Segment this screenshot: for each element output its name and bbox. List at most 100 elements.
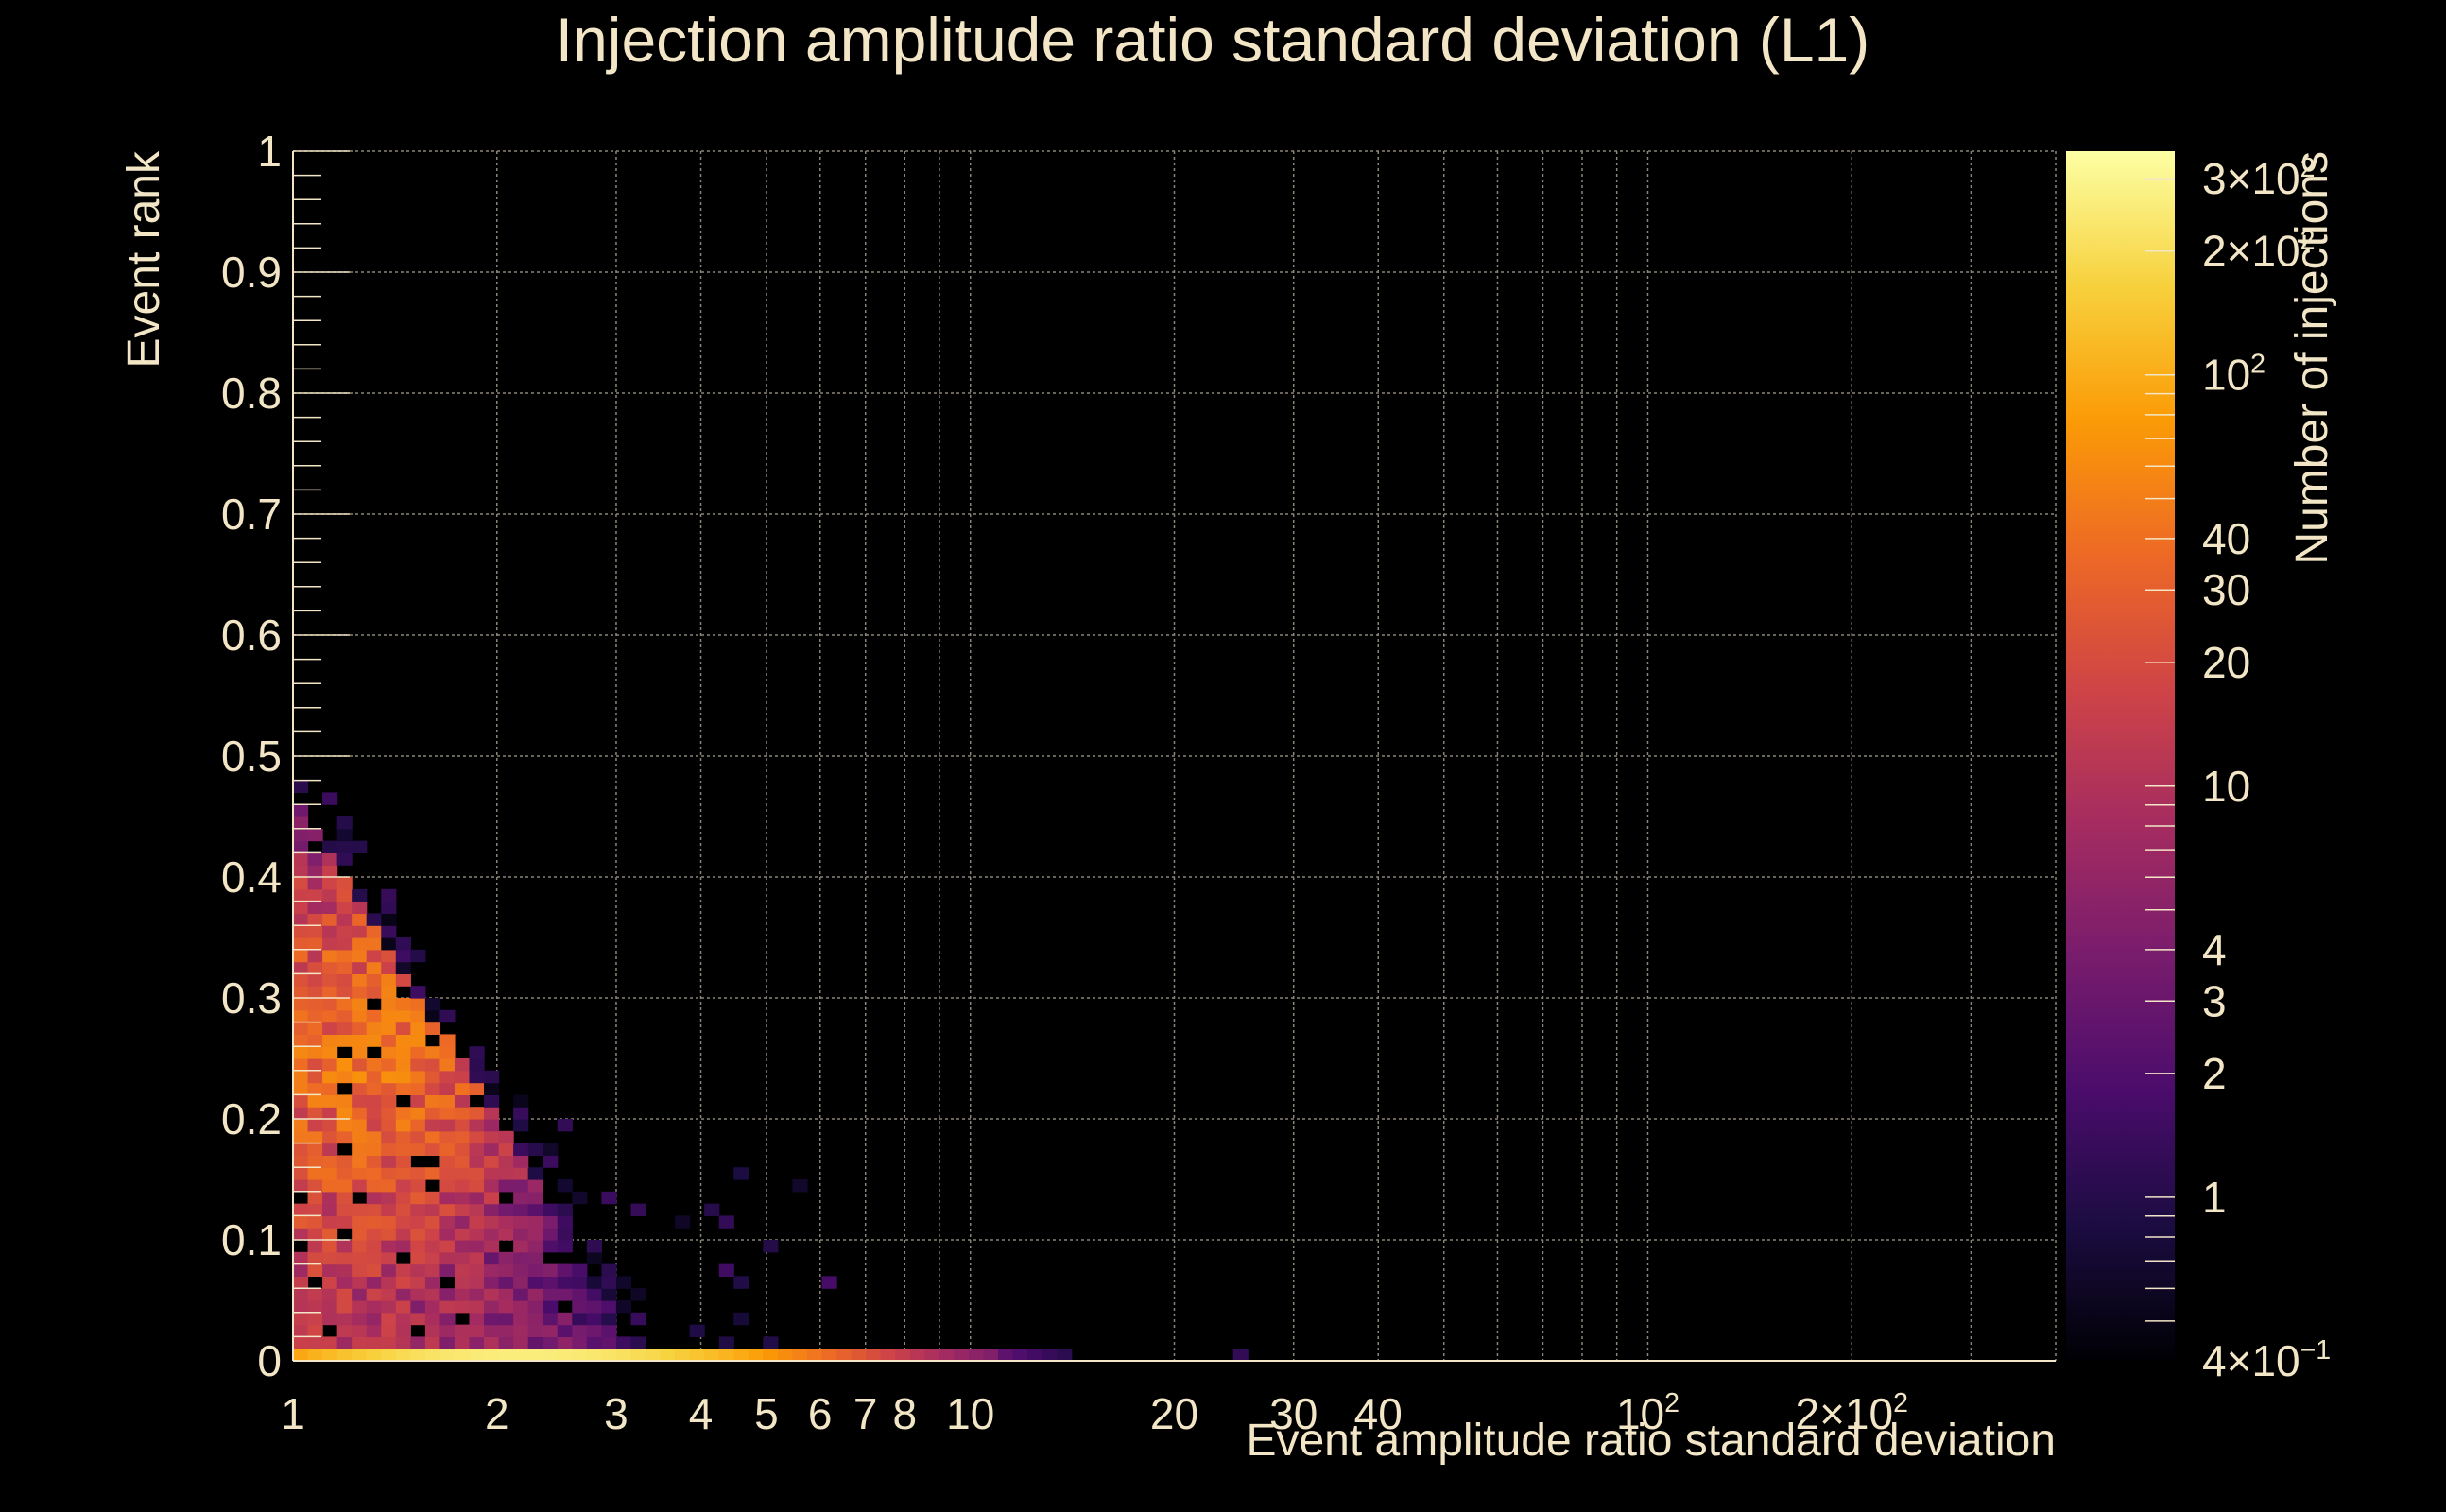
heatmap-cell xyxy=(322,1300,338,1314)
colorbar-tick-label: 3×102 xyxy=(2202,153,2315,203)
heatmap-cell xyxy=(322,877,338,890)
heatmap-cell xyxy=(322,1009,338,1023)
heatmap-cell xyxy=(572,1263,588,1277)
heatmap-cell xyxy=(410,1070,426,1084)
heatmap-cell xyxy=(513,1288,529,1301)
heatmap-cell xyxy=(381,1155,397,1168)
heatmap-cell xyxy=(513,1179,529,1193)
heatmap-cell xyxy=(424,1263,441,1277)
heatmap-cell xyxy=(1042,1349,1058,1362)
heatmap-cell xyxy=(395,1034,411,1047)
heatmap-cell xyxy=(322,1276,338,1289)
heatmap-cell xyxy=(439,1251,456,1265)
heatmap-cell xyxy=(366,1312,382,1326)
x-tick-label: 20 xyxy=(1150,1389,1198,1438)
heatmap-cell xyxy=(336,1155,353,1168)
heatmap-cell xyxy=(336,840,353,853)
heatmap-cell xyxy=(352,1203,368,1216)
heatmap-cell xyxy=(1012,1349,1028,1362)
heatmap-cell xyxy=(527,1300,543,1314)
heatmap-cell xyxy=(439,1094,456,1108)
heatmap-cell xyxy=(586,1300,602,1314)
heatmap-cell xyxy=(307,1240,323,1253)
heatmap-cell xyxy=(352,925,368,938)
heatmap-cell xyxy=(484,1179,500,1193)
heatmap-cell xyxy=(615,1276,632,1289)
heatmap-cell xyxy=(439,1082,456,1095)
heatmap-cell xyxy=(352,937,368,951)
heatmap-cell xyxy=(307,1070,323,1084)
heatmap-cell xyxy=(322,1203,338,1216)
heatmap-cell xyxy=(293,949,309,963)
heatmap-cell xyxy=(395,1022,411,1035)
heatmap-cell xyxy=(586,1276,602,1289)
heatmap-cell xyxy=(336,961,353,974)
heatmap-cell xyxy=(689,1324,705,1337)
heatmap-cell xyxy=(513,1251,529,1265)
heatmap-cell xyxy=(998,1349,1014,1362)
heatmap-cell xyxy=(336,973,353,987)
heatmap-cell xyxy=(322,1191,338,1205)
heatmap-cell xyxy=(424,1349,441,1362)
y-tick-label: 1 xyxy=(257,127,282,176)
heatmap-cell xyxy=(454,1228,471,1241)
heatmap-cell xyxy=(469,1070,485,1084)
heatmap-cell xyxy=(586,1312,602,1326)
heatmap-cell xyxy=(527,1240,543,1253)
heatmap-cell xyxy=(322,949,338,963)
heatmap-cell xyxy=(336,913,353,926)
heatmap-cell xyxy=(498,1336,514,1349)
heatmap-cell xyxy=(322,1094,338,1108)
heatmap-cell xyxy=(484,1070,500,1084)
heatmap-cell xyxy=(424,1058,441,1072)
heatmap-cell xyxy=(498,1349,514,1362)
heatmap-cell xyxy=(336,1349,353,1362)
y-tick-label: 0.2 xyxy=(221,1094,282,1143)
heatmap-cell xyxy=(601,1336,617,1349)
heatmap-cell xyxy=(381,1119,397,1132)
heatmap-cell xyxy=(498,1300,514,1314)
heatmap-cell xyxy=(395,1046,411,1059)
heatmap-cell xyxy=(336,1300,353,1314)
heatmap-cell xyxy=(498,1130,514,1144)
heatmap-cell xyxy=(293,1034,309,1047)
heatmap-cell xyxy=(410,1251,426,1265)
heatmap-cell xyxy=(543,1155,559,1168)
heatmap-cell xyxy=(307,901,323,914)
heatmap-cell xyxy=(336,877,353,890)
heatmap-cell xyxy=(381,888,397,902)
heatmap-cell xyxy=(484,1288,500,1301)
heatmap-cell xyxy=(336,925,353,938)
heatmap-cell xyxy=(307,1034,323,1047)
heatmap-cell xyxy=(293,1094,309,1108)
heatmap-cell xyxy=(293,1312,309,1326)
heatmap-cell xyxy=(543,1263,559,1277)
heatmap-cell xyxy=(513,1215,529,1228)
heatmap-cell xyxy=(484,1191,500,1205)
heatmap-cell xyxy=(293,840,309,853)
heatmap-cell xyxy=(336,1034,353,1047)
heatmap-cell xyxy=(336,1263,353,1277)
heatmap-cell xyxy=(322,1070,338,1084)
heatmap-cell xyxy=(454,1215,471,1228)
heatmap-cell xyxy=(689,1349,705,1362)
heatmap-cell xyxy=(410,1082,426,1095)
heatmap-cell xyxy=(557,1203,573,1216)
heatmap-cell xyxy=(293,998,309,1011)
heatmap-cell xyxy=(601,1312,617,1326)
heatmap-cell xyxy=(543,1324,559,1337)
heatmap-cell xyxy=(293,828,309,842)
heatmap-cell xyxy=(439,1143,456,1156)
heatmap-cell xyxy=(352,1070,368,1084)
heatmap-cell xyxy=(366,1215,382,1228)
heatmap-cell xyxy=(307,1179,323,1193)
heatmap-cell xyxy=(484,1130,500,1144)
heatmap-cell xyxy=(293,1119,309,1132)
heatmap-cell xyxy=(322,792,338,805)
heatmap-cell xyxy=(395,1107,411,1120)
heatmap-cell xyxy=(366,1167,382,1180)
heatmap-cell xyxy=(469,1107,485,1120)
heatmap-cell xyxy=(968,1349,985,1362)
heatmap-cell xyxy=(646,1349,662,1362)
heatmap-cell xyxy=(352,998,368,1011)
